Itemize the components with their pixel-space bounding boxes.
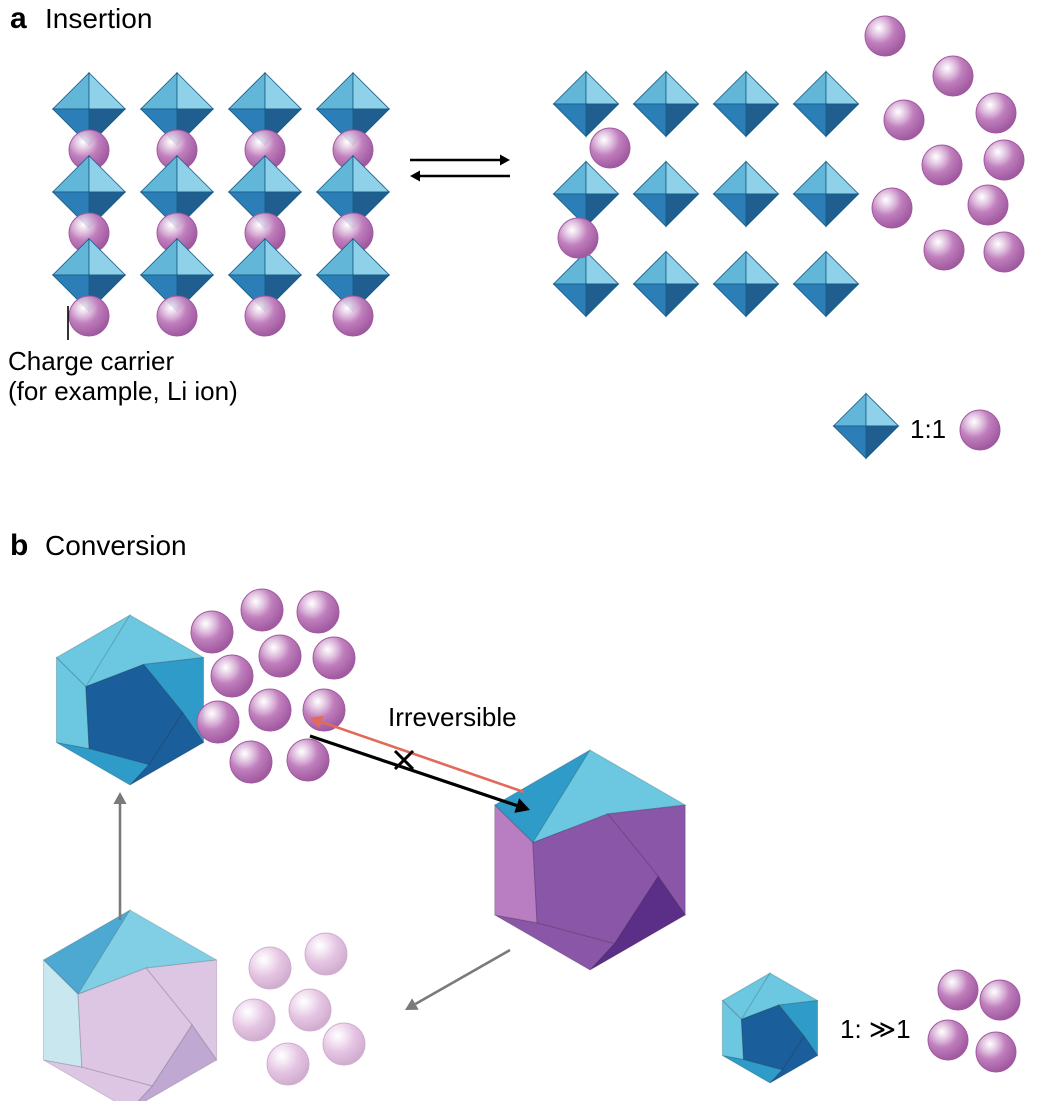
released-ion: [922, 145, 962, 185]
a-ion: [249, 689, 291, 731]
lattice-octahedron: [554, 72, 619, 137]
lattice-ion: [69, 296, 109, 336]
a-ion: [230, 741, 272, 783]
lattice-octahedron: [794, 162, 859, 227]
lattice-ion: [333, 296, 373, 336]
released-ion: [865, 16, 905, 56]
legend-ion: [976, 1032, 1016, 1072]
lattice-octahedron: [554, 162, 619, 227]
panel-b-title: Conversion: [45, 530, 187, 561]
c-ion: [305, 933, 347, 975]
lattice-octahedron: [714, 162, 779, 227]
legend-ion: [960, 410, 1000, 450]
released-ion: [933, 56, 973, 96]
a-ion: [297, 591, 339, 633]
a-ion: [191, 611, 233, 653]
legend-particle: [722, 973, 817, 1083]
a-ion: [211, 655, 253, 697]
stray-ion: [558, 218, 598, 258]
c-ion: [267, 1043, 309, 1085]
legend-ion: [928, 1020, 968, 1060]
ratio-b: 1: ≫1: [840, 1014, 911, 1044]
stray-ion: [590, 128, 630, 168]
a-ion: [259, 635, 301, 677]
ratio-a: 1:1: [910, 414, 946, 444]
released-ion: [984, 140, 1024, 180]
released-ion: [924, 230, 964, 270]
a-ion: [241, 589, 283, 631]
released-ion: [968, 185, 1008, 225]
lattice-octahedron: [634, 252, 699, 317]
eq-arrow-forward: [410, 155, 510, 166]
particle-b: [495, 750, 686, 970]
a-ion: [287, 739, 329, 781]
c-ion: [289, 989, 331, 1031]
a-ion: [197, 701, 239, 743]
arrow-a-to-b: [310, 736, 530, 813]
carrier-label-1: Charge carrier: [8, 346, 175, 376]
panel-b-letter: b: [10, 529, 28, 562]
lattice-ion: [157, 296, 197, 336]
lattice-octahedron: [714, 72, 779, 137]
c-ion: [323, 1023, 365, 1065]
arrow-b-to-c: [405, 950, 510, 1010]
lattice-octahedron: [554, 252, 619, 317]
particle-a: [56, 615, 203, 785]
panel-a-letter: a: [10, 2, 27, 35]
arrow-c-to-a: [113, 792, 126, 920]
c-ion: [233, 999, 275, 1041]
eq-arrow-back: [410, 171, 510, 182]
lattice-octahedron: [634, 162, 699, 227]
a-ion: [303, 689, 345, 731]
lattice-ion: [245, 296, 285, 336]
c-ion: [249, 947, 291, 989]
lattice-octahedron: [634, 72, 699, 137]
particle-c: [43, 910, 216, 1101]
released-ion: [984, 232, 1024, 272]
carrier-label-2: (for example, Li ion): [8, 376, 238, 406]
released-ion: [872, 188, 912, 228]
legend-ion: [980, 980, 1020, 1020]
a-ion: [313, 637, 355, 679]
panel-a-title: Insertion: [45, 3, 152, 34]
released-ion: [884, 100, 924, 140]
lattice-octahedron: [794, 72, 859, 137]
irreversible-label: Irreversible: [388, 702, 517, 732]
legend-ion: [938, 970, 978, 1010]
legend-octahedron: [834, 394, 899, 459]
lattice-octahedron: [714, 252, 779, 317]
released-ion: [976, 93, 1016, 133]
lattice-octahedron: [794, 252, 859, 317]
